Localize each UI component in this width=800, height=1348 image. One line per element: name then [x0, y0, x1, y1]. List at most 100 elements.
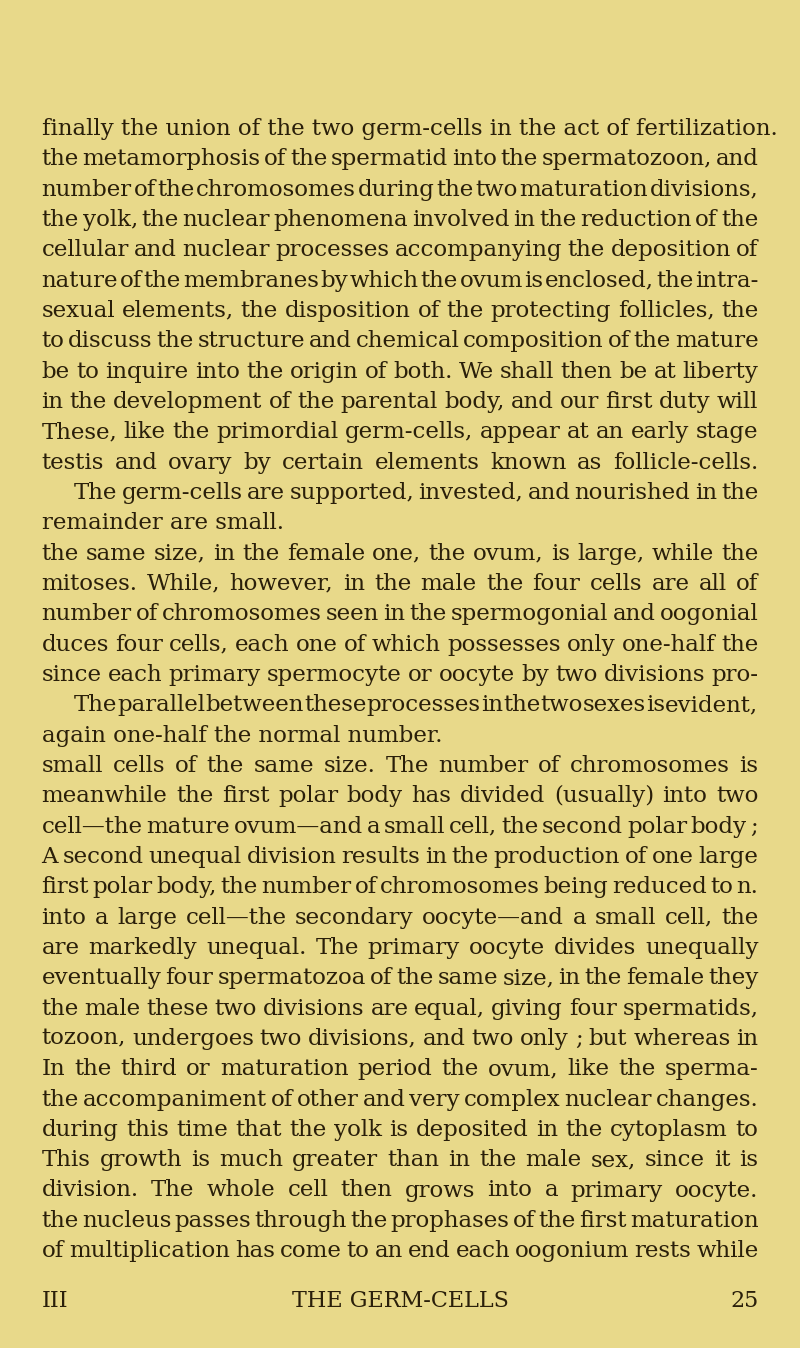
Text: the: the [566, 1119, 603, 1140]
Text: small: small [594, 907, 656, 929]
Text: only: only [520, 1029, 569, 1050]
Text: stage: stage [696, 421, 758, 443]
Text: giving: giving [491, 998, 563, 1019]
Text: whole: whole [206, 1180, 275, 1201]
Text: of: of [136, 604, 158, 625]
Text: shall: shall [500, 360, 554, 383]
Text: of: of [695, 209, 718, 231]
Text: the: the [501, 816, 538, 837]
Text: spermatid: spermatid [331, 148, 448, 170]
Text: only: only [566, 634, 615, 655]
Text: invested,: invested, [418, 481, 523, 504]
Text: in: in [425, 847, 447, 868]
Text: the: the [241, 299, 278, 322]
Text: male: male [85, 998, 141, 1019]
Text: be: be [619, 360, 647, 383]
Text: meanwhile: meanwhile [42, 786, 167, 807]
Text: the: the [42, 1211, 79, 1232]
Text: size.: size. [324, 755, 376, 776]
Text: two: two [472, 1029, 514, 1050]
Text: of: of [42, 1240, 64, 1262]
Text: inquire: inquire [106, 360, 188, 383]
Text: sperma-: sperma- [665, 1058, 758, 1080]
Text: While,: While, [147, 573, 221, 594]
Text: yolk,: yolk, [82, 209, 138, 231]
Text: chromosomes: chromosomes [380, 876, 540, 898]
Text: and: and [527, 481, 570, 504]
Text: the: the [721, 481, 758, 504]
Text: as: as [578, 452, 602, 473]
Text: The: The [74, 694, 118, 716]
Text: a: a [545, 1180, 558, 1201]
Text: mature: mature [146, 816, 230, 837]
Text: divided: divided [460, 786, 545, 807]
Text: between: between [206, 694, 304, 716]
Text: in: in [448, 1148, 470, 1171]
Text: ovum—and: ovum—and [234, 816, 363, 837]
Text: finally the union of the two germ-cells in the act of fertilization.: finally the union of the two germ-cells … [42, 119, 778, 140]
Text: a: a [366, 816, 380, 837]
Text: number: number [42, 178, 132, 201]
Text: a: a [95, 907, 109, 929]
Text: is: is [551, 542, 570, 565]
Text: the: the [42, 998, 79, 1019]
Text: prophases: prophases [391, 1211, 510, 1232]
Text: parental: parental [341, 391, 438, 412]
Text: into: into [487, 1180, 532, 1201]
Text: each: each [235, 634, 290, 655]
Text: the: the [396, 968, 434, 989]
Text: ;: ; [750, 816, 758, 837]
Text: intra-: intra- [695, 270, 758, 291]
Text: the: the [42, 542, 79, 565]
Text: of: of [269, 391, 291, 412]
Text: it: it [714, 1148, 730, 1171]
Text: but: but [589, 1029, 627, 1050]
Text: is: is [646, 694, 665, 716]
Text: accompanying: accompanying [395, 239, 562, 262]
Text: spermocyte: spermocyte [267, 665, 402, 686]
Text: tozoon,: tozoon, [42, 1029, 126, 1050]
Text: deposited: deposited [416, 1119, 529, 1140]
Text: maturation: maturation [220, 1058, 349, 1080]
Text: male: male [421, 573, 477, 594]
Text: each: each [108, 665, 162, 686]
Text: of: of [538, 755, 560, 776]
Text: small: small [384, 816, 446, 837]
Text: the: the [42, 209, 79, 231]
Text: yolk: yolk [334, 1119, 382, 1140]
Text: the: the [42, 1089, 79, 1111]
Text: the: the [656, 270, 694, 291]
Text: the: the [568, 239, 605, 262]
Text: divides: divides [554, 937, 636, 958]
Text: and: and [423, 1029, 466, 1050]
Text: the: the [70, 391, 107, 412]
Text: the: the [721, 299, 758, 322]
Text: markedly: markedly [89, 937, 197, 958]
Text: nucleus: nucleus [82, 1211, 171, 1232]
Text: cell,: cell, [450, 816, 498, 837]
Text: two: two [540, 694, 582, 716]
Text: which: which [350, 270, 419, 291]
Text: at: at [567, 421, 590, 443]
Text: The: The [315, 937, 358, 958]
Text: origin: origin [290, 360, 358, 383]
Text: and: and [309, 330, 352, 352]
Text: however,: however, [230, 573, 334, 594]
Text: known: known [490, 452, 566, 473]
Text: the: the [721, 907, 758, 929]
Text: same: same [254, 755, 314, 776]
Text: rests: rests [634, 1240, 691, 1262]
Text: chromosomes: chromosomes [196, 178, 356, 201]
Text: cytoplasm: cytoplasm [610, 1119, 728, 1140]
Text: parallel: parallel [118, 694, 206, 716]
Text: polar: polar [93, 876, 153, 898]
Text: processes: processes [366, 694, 481, 716]
Text: two: two [716, 786, 758, 807]
Text: like: like [124, 421, 166, 443]
Text: protecting: protecting [490, 299, 611, 322]
Text: the: the [618, 1058, 656, 1080]
Text: these: these [304, 694, 366, 716]
Text: the: the [42, 148, 79, 170]
Text: the: the [176, 786, 214, 807]
Text: the: the [206, 755, 244, 776]
